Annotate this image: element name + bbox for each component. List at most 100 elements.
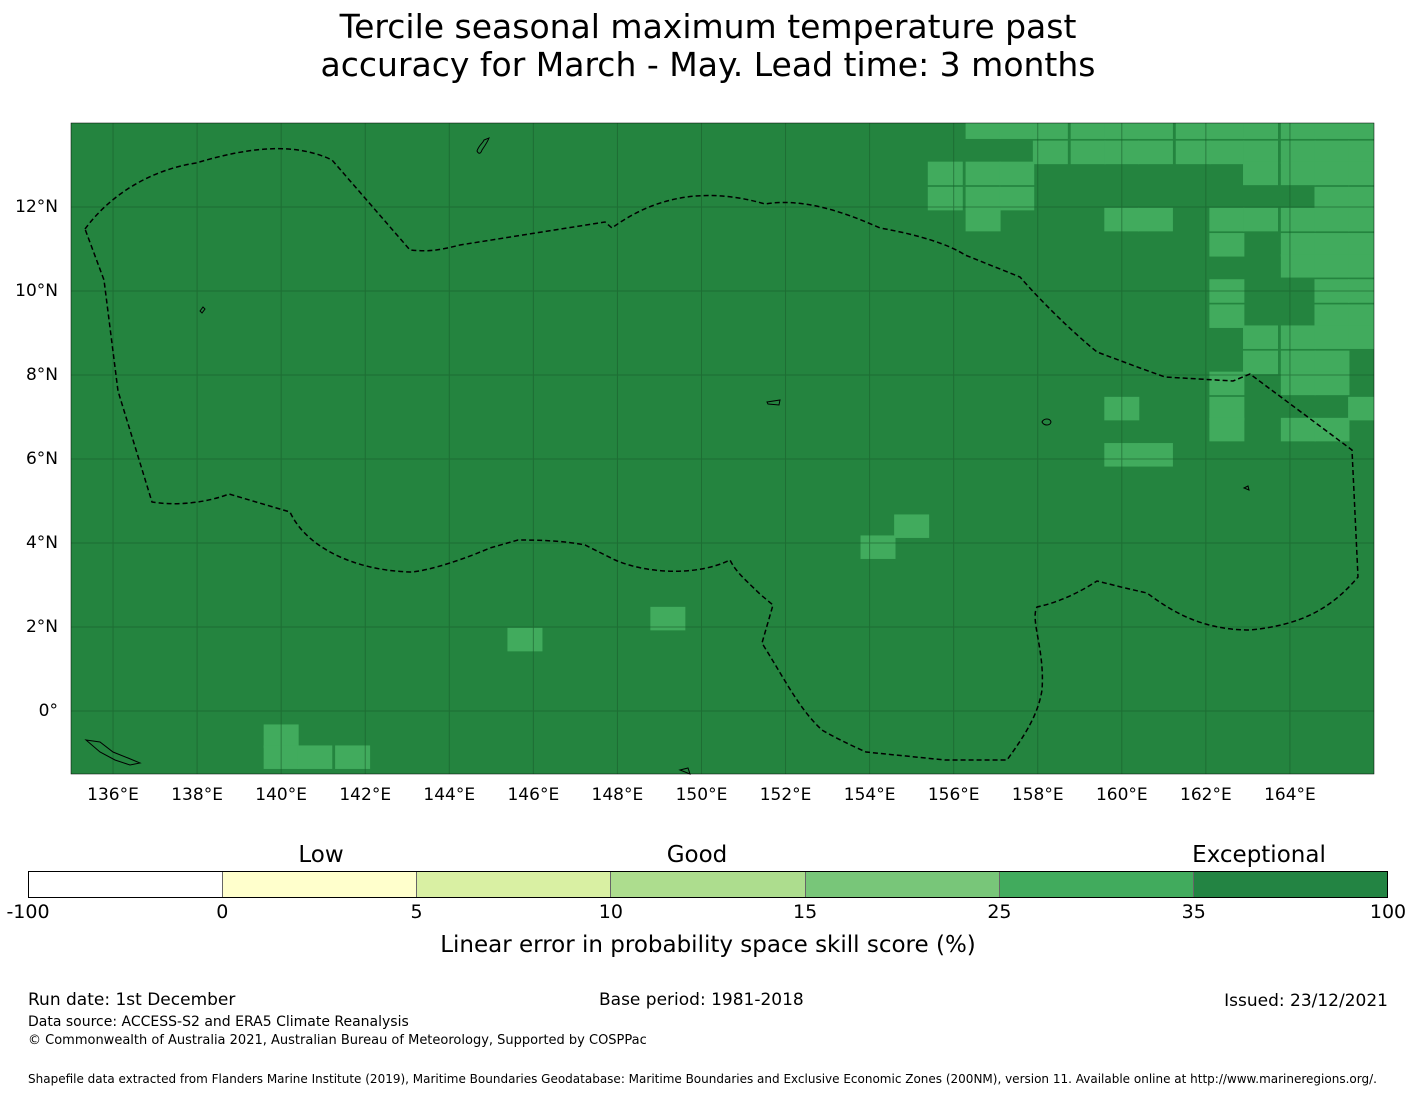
skill-cell [1243, 350, 1279, 375]
skill-cell [965, 161, 1001, 186]
skill-cell [1280, 123, 1316, 139]
skill-cell [965, 186, 1001, 211]
category-low-label: Low [298, 842, 344, 868]
skill-cell [1314, 140, 1350, 165]
skill-cell [1348, 123, 1374, 139]
y-tick-label: 4°N [25, 533, 58, 553]
colorbar-segment [29, 872, 224, 897]
y-tick-label: 0° [38, 701, 58, 721]
skill-cell [1348, 233, 1374, 257]
skill-cell [1137, 443, 1173, 467]
run-date: Run date: 1st December [28, 990, 236, 1010]
skill-cell [1070, 123, 1106, 139]
colorbar-tick-label: 35 [1181, 901, 1206, 923]
skill-cell [507, 627, 543, 652]
skill-cell [1137, 123, 1173, 139]
x-tick-label: 152°E [759, 785, 812, 805]
skill-cell [860, 535, 896, 559]
skill-cell [1348, 254, 1374, 278]
skill-cell [1209, 207, 1245, 232]
x-tick-label: 162°E [1180, 785, 1232, 805]
skill-cell [1348, 140, 1374, 165]
graticule [71, 123, 1374, 774]
skill-cell [999, 123, 1035, 139]
skill-cell [1348, 396, 1374, 421]
y-tick-label: 12°N [15, 197, 58, 217]
x-tick-label: 136°E [87, 785, 139, 805]
shapefile-credit: Shapefile data extracted from Flanders M… [28, 1072, 1377, 1086]
skill-cell [1243, 123, 1279, 139]
skill-cell [1280, 325, 1316, 349]
skill-cell [1243, 325, 1279, 349]
skill-cell [1209, 417, 1245, 442]
skill-cell [1280, 350, 1316, 375]
skill-cell [1314, 207, 1350, 232]
colorbar-segment [805, 872, 1000, 897]
x-tick-label: 138°E [171, 785, 223, 805]
colorbar-tick-label: 10 [598, 901, 623, 923]
map-frame [70, 122, 1375, 775]
skill-cell [1348, 304, 1374, 328]
skill-cell [1314, 186, 1350, 211]
skill-cell [1032, 123, 1068, 139]
x-tick-label: 158°E [1011, 785, 1064, 805]
skill-cell [999, 186, 1035, 211]
islands-layer [84, 137, 1250, 775]
category-good-label: Good [666, 842, 728, 868]
colorbar-tick-label: 5 [410, 901, 423, 923]
x-tick-label: 154°E [843, 785, 896, 805]
skill-cell [1314, 304, 1350, 328]
colorbar-segment [611, 872, 806, 897]
y-tick-label: 6°N [25, 449, 58, 469]
category-exceptional-label: Exceptional [1192, 842, 1326, 868]
skill-cell [1280, 161, 1316, 186]
skill-cell [1348, 161, 1374, 186]
map-background [71, 123, 1374, 774]
y-tick-label: 2°N [25, 617, 58, 637]
skill-cell [1243, 140, 1279, 165]
copyright: © Commonwealth of Australia 2021, Austra… [28, 1033, 647, 1048]
skill-cell [1314, 371, 1350, 396]
x-tick-label: 164°E [1264, 785, 1316, 805]
y-tick-label: 10°N [15, 281, 58, 301]
colorbar-segment [417, 872, 612, 897]
chart-title-line-1: Tercile seasonal maximum temperature pas… [339, 7, 1077, 46]
skill-cell [1280, 417, 1316, 442]
skill-cell [335, 745, 371, 769]
pohnpei-island [1041, 418, 1052, 426]
yap-island [199, 306, 206, 314]
skill-cell [965, 207, 1001, 232]
skill-cell [1314, 123, 1350, 139]
skill-cell [1348, 325, 1374, 349]
x-tick-label: 140°E [255, 785, 308, 805]
x-tick-label: 150°E [675, 785, 728, 805]
eez-boundary [84, 147, 1359, 761]
x-tick-label: 156°E [927, 785, 980, 805]
islet [678, 767, 691, 775]
skill-cell [1348, 186, 1374, 211]
chuuk-island [766, 399, 781, 406]
colorbar-segment [1193, 872, 1387, 897]
kosrae-island [1242, 485, 1250, 491]
issued-date: Issued: 23/12/2021 [1224, 991, 1388, 1011]
skill-cell [1280, 140, 1316, 165]
skill-cell [650, 606, 686, 631]
colorbar-segment [999, 872, 1194, 897]
x-tick-label: 160°E [1095, 785, 1148, 805]
x-tick-label: 142°E [339, 785, 392, 805]
skill-cell [1314, 417, 1350, 442]
x-tick-label: 148°E [591, 785, 644, 805]
skill-cell [1209, 396, 1245, 421]
skill-cell [1314, 325, 1350, 349]
skill-cell [1280, 233, 1316, 257]
skill-cell [1137, 207, 1173, 232]
skill-cell [965, 123, 1001, 139]
chart-title-line-2: accuracy for March - May. Lead time: 3 m… [320, 45, 1096, 84]
skill-cell [1348, 207, 1374, 232]
base-period: Base period: 1981-2018 [599, 990, 804, 1010]
colorbar-tick-label: -100 [6, 901, 50, 923]
colorbar-segment [223, 872, 418, 897]
skill-cell [1314, 254, 1350, 278]
skill-cell [297, 745, 333, 769]
